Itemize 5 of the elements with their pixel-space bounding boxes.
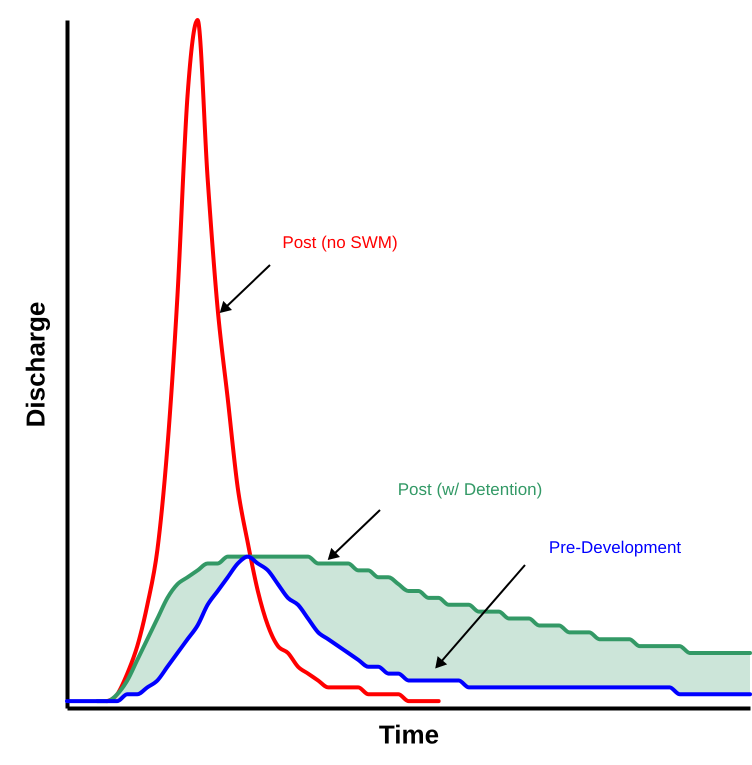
text: Post (w/ Detention) bbox=[398, 480, 542, 499]
x-axis-title: Time bbox=[378, 720, 440, 750]
text: Pre-Development bbox=[548, 538, 682, 557]
text: Post (no SWM) bbox=[282, 233, 398, 252]
y-axis-title: Discharge bbox=[20, 302, 50, 428]
